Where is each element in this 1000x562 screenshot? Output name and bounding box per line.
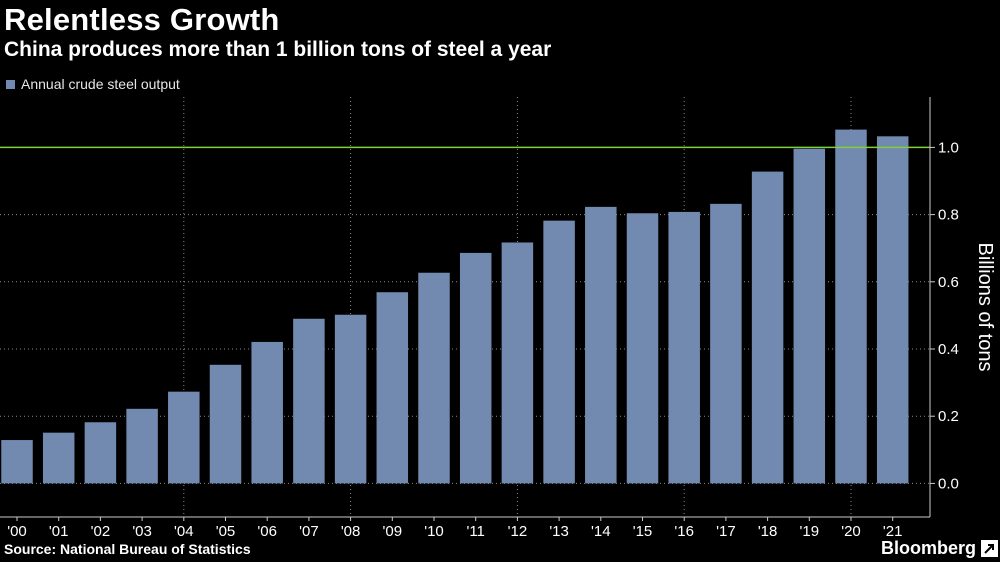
x-tick-label: '07 bbox=[299, 523, 319, 540]
y-tick-label: 0.0 bbox=[938, 475, 959, 492]
bar-04 bbox=[168, 391, 200, 484]
legend-label: Annual crude steel output bbox=[21, 76, 180, 92]
x-tick-label: '09 bbox=[383, 523, 403, 540]
y-axis-title: Billions of tons bbox=[974, 243, 996, 372]
bar-09 bbox=[376, 292, 409, 484]
x-tick-label: '12 bbox=[508, 523, 528, 540]
y-tick-label: 0.2 bbox=[938, 408, 959, 425]
y-tick-label: 0.6 bbox=[938, 274, 959, 291]
x-tick-label: '21 bbox=[883, 523, 903, 540]
bar-14 bbox=[585, 206, 617, 484]
bar-01 bbox=[42, 432, 75, 484]
bar-18 bbox=[751, 171, 784, 484]
expand-icon bbox=[981, 540, 998, 557]
bar-07 bbox=[293, 318, 325, 484]
bar-10 bbox=[418, 272, 450, 484]
x-tick-label: '17 bbox=[716, 523, 736, 540]
bar-13 bbox=[543, 220, 575, 484]
x-tick-label: '05 bbox=[216, 523, 236, 540]
bar-20 bbox=[835, 129, 867, 484]
x-tick-label: '16 bbox=[674, 523, 694, 540]
bar-15 bbox=[626, 213, 659, 484]
bar-05 bbox=[209, 364, 242, 484]
legend: Annual crude steel output bbox=[6, 76, 180, 92]
x-tick-label: '00 bbox=[7, 523, 27, 540]
chart-subtitle: China produces more than 1 billion tons … bbox=[4, 38, 552, 61]
x-tick-label: '18 bbox=[758, 523, 778, 540]
bar-08 bbox=[334, 314, 367, 484]
x-tick-label: '10 bbox=[424, 523, 444, 540]
bars-layer bbox=[1, 129, 909, 484]
source-note: Source: National Bureau of Statistics bbox=[4, 541, 251, 557]
chart-title: Relentless Growth bbox=[4, 2, 280, 37]
bar-21 bbox=[876, 136, 909, 484]
x-tick-label: '11 bbox=[466, 523, 484, 540]
bar-12 bbox=[501, 242, 534, 484]
legend-swatch bbox=[6, 79, 15, 89]
x-tick-label: '08 bbox=[341, 523, 361, 540]
x-tick-label: '14 bbox=[591, 523, 611, 540]
y-tick-label: 0.4 bbox=[938, 341, 959, 358]
axis-layer: 0.0 0.2 0.4 0.6 0.8 1.0 Billions of tons '00 '01… bbox=[0, 97, 996, 540]
y-tick-label: 1.0 bbox=[938, 139, 959, 156]
bar-11 bbox=[459, 252, 492, 484]
x-tick-label: '04 bbox=[174, 523, 194, 540]
x-tick-label: '06 bbox=[257, 523, 277, 540]
x-tick-label: '15 bbox=[633, 523, 653, 540]
bloomberg-logo-text: Bloomberg bbox=[880, 538, 976, 558]
bar-16 bbox=[668, 211, 700, 484]
x-tick-label: '03 bbox=[132, 523, 152, 540]
x-tick-label: '02 bbox=[91, 523, 111, 540]
x-tick-label: '19 bbox=[800, 523, 820, 540]
x-tick-label: '13 bbox=[549, 523, 569, 540]
x-tick-label: '20 bbox=[841, 523, 861, 540]
bar-00 bbox=[1, 440, 33, 484]
bar-19 bbox=[793, 148, 826, 484]
bar-02 bbox=[84, 422, 117, 484]
y-tick-label: 0.8 bbox=[938, 207, 959, 224]
bar-03 bbox=[126, 408, 158, 484]
bar-17 bbox=[710, 203, 742, 484]
bar-06 bbox=[251, 341, 283, 484]
x-tick-label: '01 bbox=[49, 523, 69, 540]
